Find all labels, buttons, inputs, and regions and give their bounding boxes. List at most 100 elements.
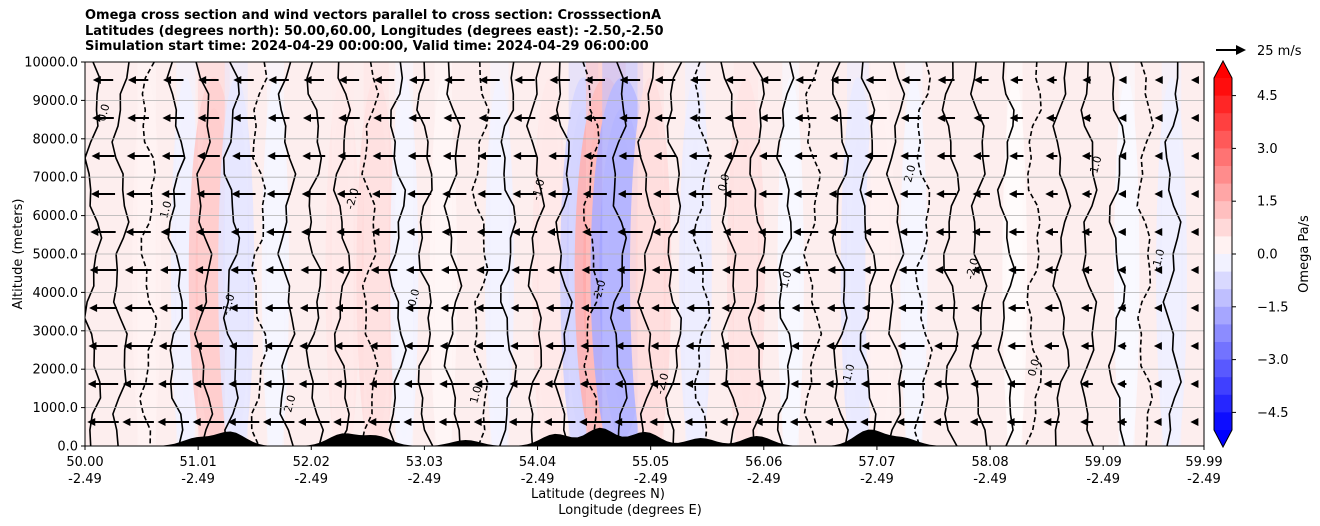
wind-arrow <box>233 76 254 84</box>
wind-arrow <box>616 266 644 274</box>
wind-arrow <box>513 114 536 122</box>
colorbar-tick-label: −1.5 <box>1257 300 1289 315</box>
wind-arrow <box>335 266 363 274</box>
wind-arrow <box>583 152 607 160</box>
wind-arrow <box>896 456 926 464</box>
wind-arrow <box>440 266 468 274</box>
wind-arrow <box>581 266 609 274</box>
wind-arrow <box>263 380 294 388</box>
wind-arrow <box>654 114 676 122</box>
wind-arrow <box>1154 152 1163 160</box>
wind-arrow <box>228 380 259 388</box>
wind-arrow <box>618 152 642 160</box>
wind-arrow <box>937 114 956 122</box>
wind-arrow <box>407 152 431 160</box>
wind-arrow <box>301 228 327 236</box>
colorbar-extend-min <box>1214 430 1232 447</box>
wind-arrow <box>510 304 539 312</box>
wind-arrow <box>195 266 222 274</box>
wind-arrow <box>157 418 190 426</box>
colorbar: 4.5 3.0 1.5 0.0 −1.5 −3.0 −4.5 <box>1213 59 1289 449</box>
wind-arrow <box>720 342 750 350</box>
wind-arrow <box>1117 304 1127 312</box>
wind-arrow <box>760 76 781 84</box>
contour-label: 0.0 <box>1025 358 1042 378</box>
wind-arrow <box>337 152 361 160</box>
wind-arrow <box>298 380 329 388</box>
wind-arrow <box>407 190 432 198</box>
wind-arrow <box>1190 304 1199 312</box>
x-tick-label-lat: 59.99 <box>1185 455 1222 470</box>
contour-line <box>582 62 600 446</box>
wind-arrow <box>92 76 114 84</box>
wind-arrow <box>1081 152 1092 160</box>
colorbar-label: Omega Pa/s <box>1297 215 1312 293</box>
wind-arrow <box>826 304 855 312</box>
colorbar-tick-label: −4.5 <box>1257 406 1289 421</box>
colorbar-segment <box>1214 95 1232 114</box>
colorbar-segment <box>1214 412 1232 431</box>
wind-arrow <box>899 228 923 236</box>
wind-arrow <box>935 266 958 274</box>
wind-arrow <box>1046 76 1057 84</box>
x-tick-label-lon: -2.49 <box>294 472 328 487</box>
wind-arrow <box>824 456 857 464</box>
wind-arrow <box>368 418 400 426</box>
title-line-3: Simulation start time: 2024-04-29 00:00:… <box>85 39 649 54</box>
x-tick-label-lon: -2.49 <box>408 472 442 487</box>
wind-arrow <box>125 228 151 236</box>
wind-arrow <box>863 190 888 198</box>
wind-arrow <box>123 342 153 350</box>
wind-arrow <box>578 456 611 464</box>
wind-arrow <box>227 418 260 426</box>
wind-arrow <box>548 114 571 122</box>
colorbar-segment <box>1214 271 1232 290</box>
wind-arrow <box>899 190 923 198</box>
wind-arrow <box>265 228 292 236</box>
wind-arrow <box>725 76 746 84</box>
wind-arrow <box>371 190 397 198</box>
wind-arrow <box>1153 418 1162 426</box>
wind-arrow <box>684 418 716 426</box>
wind-arrow <box>898 266 924 274</box>
wind-arrow <box>232 152 255 160</box>
wind-arrow <box>827 266 855 274</box>
colorbar-segment <box>1214 113 1232 132</box>
quiver-key: 25 m/s <box>1216 44 1302 59</box>
wind-arrow <box>127 76 149 84</box>
wind-arrow <box>1190 266 1199 274</box>
wind-arrow <box>755 342 785 350</box>
colorbar-tick-label: 4.5 <box>1257 89 1278 104</box>
wind-arrow <box>368 380 400 388</box>
wind-arrow <box>548 152 572 160</box>
x-axis-label-lat: Latitude (degrees N) <box>531 487 665 502</box>
wind-arrow <box>370 304 398 312</box>
wind-arrow <box>299 342 329 350</box>
colorbar-segment <box>1214 359 1232 378</box>
wind-arrow <box>722 228 748 236</box>
wind-arrow <box>230 266 257 274</box>
wind-arrow <box>1082 76 1091 84</box>
wind-arrow <box>865 114 887 122</box>
wind-arrow <box>758 190 783 198</box>
wind-arrow <box>473 456 506 464</box>
x-axis-label-lon: Longitude (degrees E) <box>558 503 702 518</box>
wind-arrow <box>545 304 574 312</box>
wind-arrow <box>791 304 820 312</box>
wind-arrow <box>193 342 223 350</box>
wind-arrow <box>933 456 960 464</box>
wind-arrow <box>1043 342 1059 350</box>
wind-arrow <box>442 190 467 198</box>
wind-arrow <box>828 228 854 236</box>
contour-label: 1.0 <box>157 200 174 220</box>
wind-arrow <box>1081 190 1092 198</box>
wind-arrow <box>90 190 116 198</box>
contour-label: 1.0 <box>777 270 794 290</box>
contour-line <box>692 62 712 446</box>
wind-arrow <box>723 152 747 160</box>
wind-arrow <box>584 76 606 84</box>
wind-arrow <box>689 76 711 84</box>
wind-arrow <box>1117 380 1127 388</box>
wind-arrow <box>372 152 396 160</box>
wind-arrow <box>582 190 607 198</box>
